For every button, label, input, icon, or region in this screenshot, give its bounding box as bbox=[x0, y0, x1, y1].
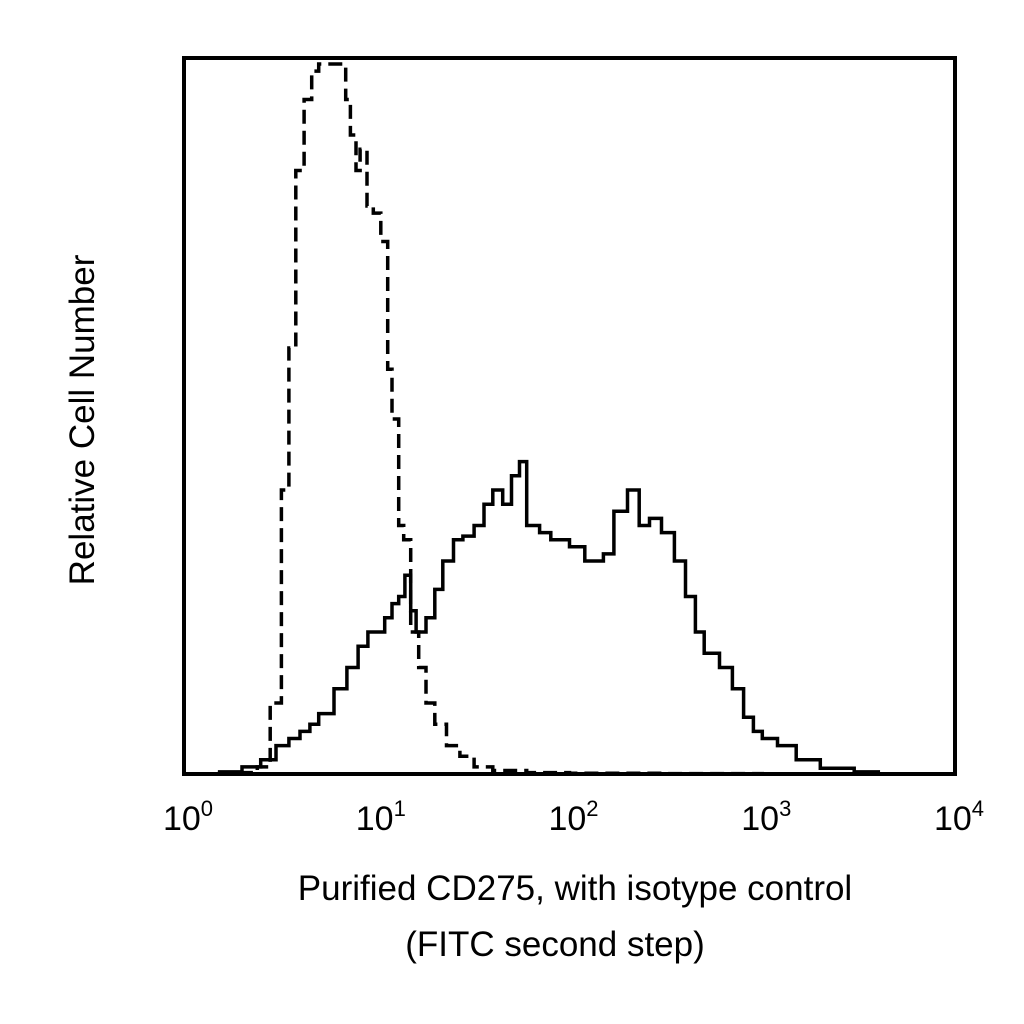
series-solid-histogram bbox=[217, 459, 881, 774]
x-tick-base: 10 bbox=[548, 800, 586, 838]
x-tick-base: 10 bbox=[356, 800, 394, 838]
x-tick-exponent: 4 bbox=[972, 796, 984, 821]
plot-series-group bbox=[217, 62, 881, 776]
x-tick-exponent: 1 bbox=[394, 796, 406, 821]
x-tick-labels: 100 101 102 103 104 bbox=[163, 796, 984, 838]
x-tick-label: 101 bbox=[356, 796, 406, 838]
x-tick-base: 10 bbox=[741, 800, 779, 838]
x-tick-exponent: 0 bbox=[201, 796, 213, 821]
x-tick-label: 102 bbox=[548, 796, 598, 838]
x-tick-exponent: 3 bbox=[779, 796, 791, 821]
x-tick-label: 103 bbox=[741, 796, 791, 838]
x-tick-base: 10 bbox=[163, 800, 201, 838]
plot-frame bbox=[182, 56, 957, 776]
x-tick-base: 10 bbox=[934, 800, 972, 838]
y-axis-title: Relative Cell Number bbox=[63, 254, 102, 585]
x-tick-exponent: 2 bbox=[586, 796, 598, 821]
x-tick-label: 100 bbox=[163, 796, 213, 838]
x-axis-title-line-1: Purified CD275, with isotype control bbox=[298, 869, 852, 908]
x-tick-label: 104 bbox=[934, 796, 984, 838]
x-axis-title-line-2: (FITC second step) bbox=[405, 925, 705, 964]
series-dashed-histogram bbox=[217, 62, 855, 776]
